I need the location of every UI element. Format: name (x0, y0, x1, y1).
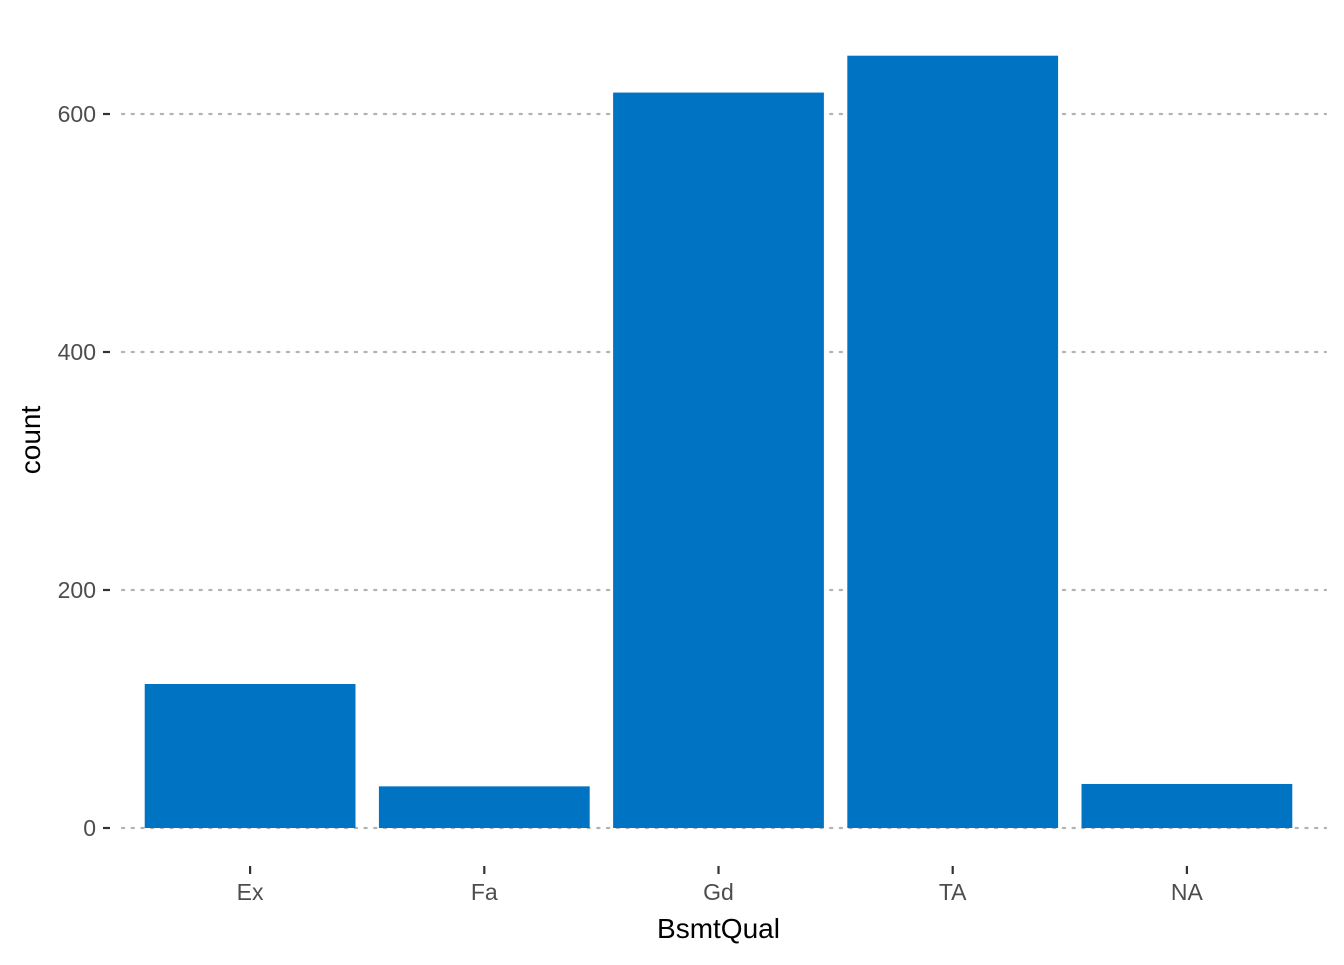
y-tick-label: 600 (58, 101, 96, 127)
x-tick-label: Fa (471, 879, 498, 905)
bars (144, 55, 1293, 828)
bar-fa (378, 786, 590, 828)
x-tick-label: Gd (703, 879, 734, 905)
bar-ex (144, 684, 356, 828)
bar-na (1081, 783, 1293, 828)
y-tick-label: 400 (58, 339, 96, 365)
x-tick-label: Ex (237, 879, 264, 905)
y-axis-title: count (15, 406, 46, 475)
bar-ta (847, 55, 1059, 828)
bar-gd (613, 92, 824, 828)
y-tick-label: 0 (83, 815, 96, 841)
y-tick-label: 200 (58, 577, 96, 603)
x-axis-title: BsmtQual (657, 913, 780, 944)
x-tick-label: TA (939, 879, 967, 905)
y-axis: 0 200 400 600 (58, 101, 110, 841)
x-axis: Ex Fa Gd TA NA (237, 866, 1204, 905)
x-tick-label: NA (1171, 879, 1204, 905)
